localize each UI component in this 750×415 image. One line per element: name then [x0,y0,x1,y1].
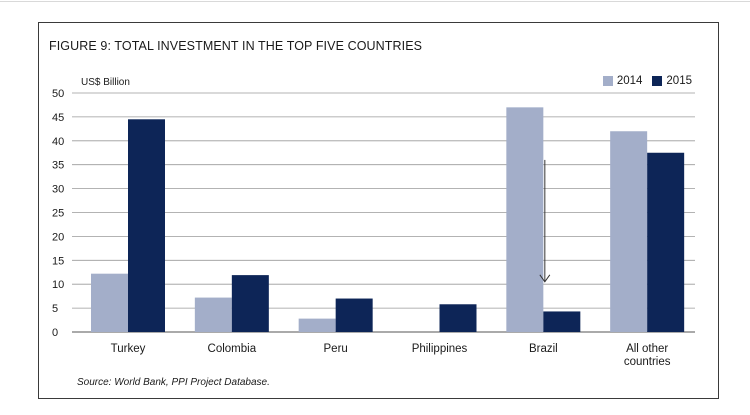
bar-2014-brazil [506,107,544,332]
annotation-arrow-head [539,274,551,283]
bar-2015-philippines [439,304,477,332]
bar-2014-colombia [194,297,232,332]
x-tick-label: Brazil [529,343,558,355]
figure-frame: FIGURE 9: TOTAL INVESTMENT IN THE TOP FI… [38,22,719,399]
bar-2014-turkey [91,273,128,332]
y-tick-label: 0 [52,327,58,339]
y-tick-label: 30 [52,184,64,196]
x-tick-label: Turkey [111,343,146,355]
y-tick-label: 50 [52,88,64,100]
legend-swatch-2014 [602,76,613,86]
page-top-rule [0,1,750,2]
chart-title: FIGURE 9: TOTAL INVESTMENT IN THE TOP FI… [49,39,423,53]
legend-label-2014: 2014 [616,75,643,87]
legend: 2014 2015 [593,75,692,87]
y-tick-label: 10 [52,279,64,291]
y-tick-label: 40 [52,136,64,148]
y-tick-label: 35 [52,160,64,172]
x-tick-label: Peru [324,343,348,355]
y-tick-label: 20 [52,231,64,243]
y-tick-label: 15 [52,255,64,267]
legend-label-2015: 2015 [666,75,692,87]
bar-2015-turkey [128,119,165,332]
bar-2014-peru [298,318,336,332]
x-tick-label: All other countries [624,343,671,368]
x-tick-label: Colombia [208,343,257,355]
y-tick-label: 5 [52,303,58,315]
bar-2015-peru [335,298,373,332]
legend-swatch-2015 [652,76,663,86]
legend-item-2014: 2014 [602,75,643,87]
bar-2015-colombia [231,275,269,332]
legend-item-2015: 2015 [652,75,692,87]
bar-2014-all-other-countries [610,131,648,332]
source-note: Source: World Bank, PPI Project Database… [77,377,270,388]
y-tick-label: 25 [52,208,64,220]
y-tick-label: 45 [52,112,64,124]
bar-chart: 0 5 10 15 20 25 30 35 40 45 50 Turkey Colombia Peru Ph… [52,88,695,368]
bar-2015-all-other-countries [647,152,685,332]
x-tick-label: Philippines [412,343,468,355]
y-axis-label: US$ Billion [81,77,130,88]
bar-2015-brazil [543,311,581,332]
